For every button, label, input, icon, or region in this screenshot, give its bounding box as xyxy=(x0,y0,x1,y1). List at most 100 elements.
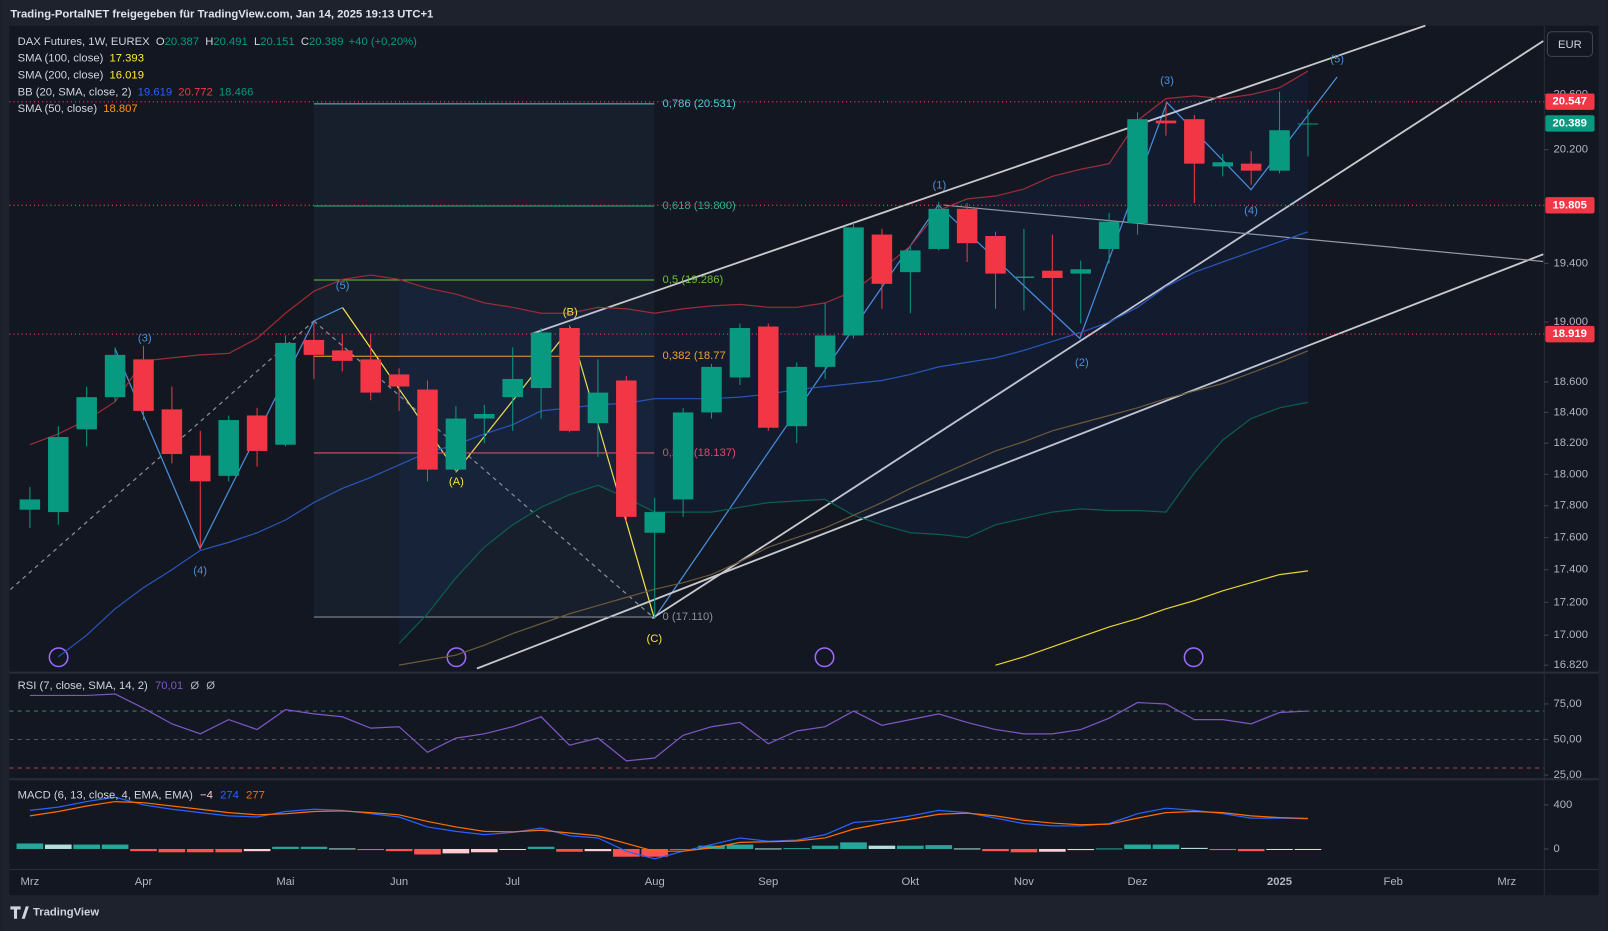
event-icon[interactable] xyxy=(48,647,69,668)
candle-body xyxy=(587,392,609,424)
macd-histogram-bar xyxy=(1095,848,1123,850)
rsi-tick-label: 75,00 xyxy=(1554,698,1582,710)
macd-tick-label: 0 xyxy=(1554,843,1560,855)
candle-body xyxy=(48,437,69,513)
candle-body xyxy=(474,413,495,419)
candle-body xyxy=(1070,269,1091,274)
rsi-value: 70,01 xyxy=(155,680,183,692)
macd-histogram-bar xyxy=(158,848,186,853)
candle-body xyxy=(701,366,722,413)
macd-histogram-bar xyxy=(272,846,299,849)
candle-body xyxy=(1297,123,1319,125)
candle-body xyxy=(1240,163,1262,171)
candle-body xyxy=(1042,270,1063,278)
event-icon[interactable] xyxy=(814,647,835,668)
macd-histogram-bar xyxy=(186,848,214,853)
y-tick-label: 18.600 xyxy=(1554,376,1588,388)
macd-histogram-bar xyxy=(556,848,583,852)
ohlc-value: 20.389 xyxy=(309,36,343,48)
rsi-value: Ø xyxy=(206,680,215,692)
rsi-value: Ø xyxy=(190,680,199,692)
macd-histogram-bar xyxy=(953,848,981,850)
candle-body xyxy=(1155,120,1177,124)
candle-body xyxy=(76,397,97,430)
macd-histogram-bar xyxy=(44,844,72,849)
macd-histogram-bar xyxy=(1209,848,1237,851)
macd-histogram-bar xyxy=(868,845,896,849)
y-tick-label: 18.200 xyxy=(1554,437,1588,449)
macd-histogram-bar xyxy=(16,843,44,849)
ohlc-key: L xyxy=(254,36,260,48)
rsi-legend: RSI (7, close, SMA, 14, 2) 70,01 Ø Ø xyxy=(18,680,216,692)
macd-histogram-bar xyxy=(754,848,782,850)
y-tick-label: 17.000 xyxy=(1554,629,1588,641)
x-tick-label: 2025 xyxy=(1267,876,1292,888)
x-tick-label: Apr xyxy=(135,876,153,888)
legend-main: DAX Futures, 1W, EUREX O20.387 H20.491 L20.… xyxy=(18,36,418,48)
macd-histogram-bar xyxy=(130,848,157,852)
macd-histogram-bar xyxy=(1067,848,1095,851)
wave-label: (A) xyxy=(449,476,464,488)
y-tick-label: 19.400 xyxy=(1554,257,1588,269)
indicator-value: 19.619 xyxy=(138,86,172,98)
indicator-value: 18.807 xyxy=(103,103,137,115)
fib-label: 0,382 (18.77 xyxy=(663,350,726,362)
macd-histogram-bar xyxy=(982,848,1009,852)
wave-label: (4) xyxy=(1244,205,1258,217)
macd-histogram-bar xyxy=(584,848,612,852)
y-tick-label: 18.400 xyxy=(1554,406,1588,418)
indicator-name: SMA (200, close) xyxy=(18,69,104,81)
ohlc-value: 20.491 xyxy=(213,36,247,48)
macd-histogram-bar xyxy=(357,848,385,851)
candle-body xyxy=(104,354,126,398)
candle-body xyxy=(616,380,637,517)
event-icons xyxy=(48,647,1204,668)
candle-body xyxy=(559,328,580,431)
y-tick-label: 17.600 xyxy=(1554,532,1588,544)
wave-label: (5) xyxy=(1330,53,1344,65)
trend-line xyxy=(533,24,1426,335)
candle-body xyxy=(672,412,694,500)
currency[interactable]: EUR xyxy=(1558,39,1582,51)
indicator-value: 18.466 xyxy=(219,86,253,98)
event-icon[interactable] xyxy=(1183,647,1204,668)
candle-body xyxy=(900,250,921,273)
candle-body xyxy=(502,378,523,398)
overlay-line xyxy=(995,570,1309,666)
y-tick-label: 20.200 xyxy=(1554,144,1588,156)
macd-histogram-bar xyxy=(328,848,356,850)
macd-histogram-bar xyxy=(243,848,271,852)
candle-body xyxy=(758,326,779,428)
candle-body xyxy=(985,236,1006,274)
ohlc-key: O xyxy=(156,36,165,48)
candle-body xyxy=(871,234,893,284)
candle-body xyxy=(1127,119,1148,224)
currency-button[interactable] xyxy=(1546,31,1593,57)
wave-label: (B) xyxy=(563,307,578,319)
macd-histogram-bar xyxy=(527,846,555,849)
candle-body xyxy=(1098,221,1120,249)
x-tick-label: Aug xyxy=(645,876,665,888)
wave-label: (2) xyxy=(1075,357,1089,369)
price-badge xyxy=(1545,197,1595,214)
indicator-value: 16.019 xyxy=(110,69,144,81)
fib-label: 0,5 (19.286) xyxy=(663,274,724,286)
candle-body xyxy=(133,359,154,411)
price-badge-label: 19.805 xyxy=(1552,199,1586,211)
rsi-tick-label: 25,00 xyxy=(1554,769,1582,781)
macd-histogram-bar xyxy=(783,848,811,850)
indicator-legend: SMA (50, close) 18.807 xyxy=(18,103,138,115)
ohlc-key: C xyxy=(301,36,309,48)
price-badge xyxy=(1545,115,1595,132)
x-tick-label: Mrz xyxy=(20,876,39,888)
brand: TradingView xyxy=(10,906,99,919)
brand-logo xyxy=(10,906,29,919)
price-badge-label: 18.919 xyxy=(1552,328,1586,340)
wave-label: (4) xyxy=(193,565,207,577)
macd-legend: MACD (6, 13, close, 4, EMA, EMA) −4 274 277 xyxy=(18,790,265,802)
macd-signal-line xyxy=(29,800,1308,852)
candle-body xyxy=(19,499,41,510)
macd-histogram-bar xyxy=(470,848,498,853)
